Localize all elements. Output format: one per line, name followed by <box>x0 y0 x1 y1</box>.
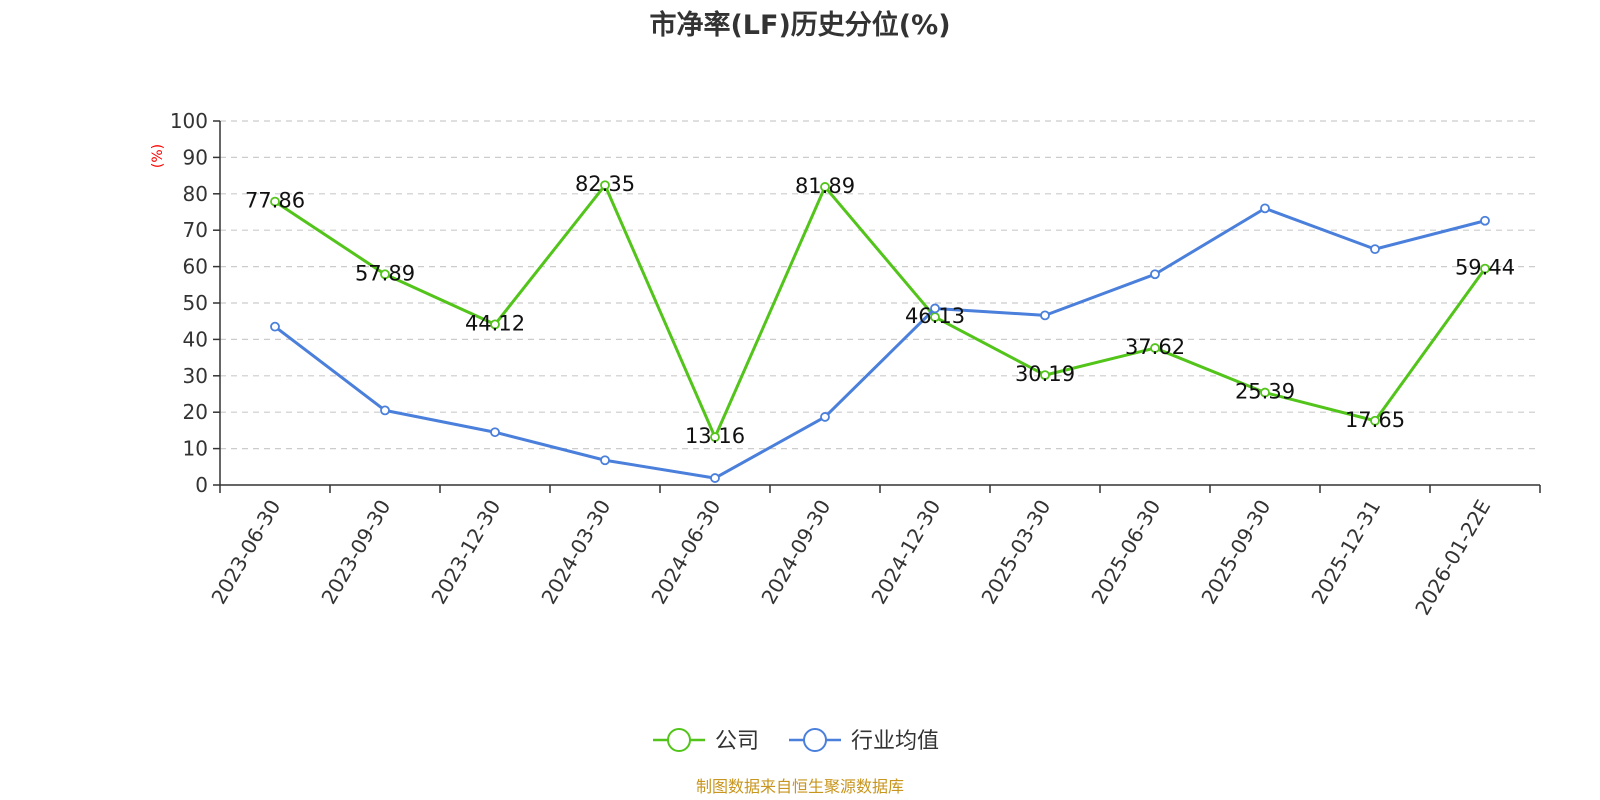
data-point <box>270 321 280 332</box>
legend-item-1[interactable]: 公司 <box>653 728 759 754</box>
source-note: 制图数据来自恒生聚源数据库 <box>696 777 904 796</box>
data-point <box>490 427 500 438</box>
data-label: 25.39 <box>1235 380 1295 404</box>
x-tick-label: 2025-12-31 <box>1306 496 1385 609</box>
y-tick-label: 50 <box>183 291 208 315</box>
x-tick-label: 2025-06-30 <box>1086 496 1165 609</box>
data-point <box>820 182 830 192</box>
data-label: 37.62 <box>1125 335 1185 359</box>
data-point <box>1370 415 1380 426</box>
y-axis-label: (%) <box>150 144 166 168</box>
x-tick-label: 2024-06-30 <box>646 496 725 609</box>
data-point <box>600 455 610 466</box>
data-label: 46.13 <box>905 304 965 328</box>
x-tick-label: 2025-09-30 <box>1196 496 1275 609</box>
data-label: 13.16 <box>685 424 745 448</box>
x-tick-label: 2026-01-22E <box>1410 496 1495 620</box>
data-point <box>380 405 390 416</box>
data-point <box>380 269 390 280</box>
chart-title: 市净率(LF)历史分位(%) <box>649 9 950 41</box>
y-tick-label: 20 <box>183 400 208 424</box>
x-tick-label: 2023-06-30 <box>206 496 285 609</box>
data-point <box>930 303 940 314</box>
legend-label: 公司 <box>715 729 759 754</box>
x-tick-label: 2025-03-30 <box>976 496 1055 609</box>
y-tick-label: 60 <box>183 255 208 279</box>
data-point <box>270 196 280 207</box>
data-point <box>1370 244 1380 255</box>
grid-lines <box>220 120 1540 450</box>
data-point <box>600 180 610 191</box>
x-tick-label: 2024-09-30 <box>756 496 835 609</box>
data-label: 59.44 <box>1455 256 1515 280</box>
data-label: 17.65 <box>1345 408 1405 432</box>
data-label: 30.19 <box>1015 362 1075 386</box>
y-tick-label: 80 <box>183 182 208 206</box>
data-point <box>710 473 720 483</box>
data-point <box>1480 263 1490 274</box>
legend-item-2[interactable]: 行业均值 <box>789 728 939 754</box>
series-line-2 <box>274 206 1486 480</box>
y-tick-label: 70 <box>183 218 208 242</box>
data-point <box>820 412 830 422</box>
data-label: 44.12 <box>465 311 525 335</box>
legend-marker-icon <box>667 728 691 752</box>
data-labels: 77.86 57.89 44.12 82.35 13.16 81.89 46.13 30.19… <box>245 172 1515 448</box>
data-point <box>1260 387 1270 398</box>
data-point <box>1150 343 1160 353</box>
y-tick-label: 0 <box>195 473 208 497</box>
y-tick-label: 100 <box>170 109 208 133</box>
data-point <box>1040 370 1050 381</box>
legend-marker-icon <box>803 728 827 752</box>
series-lines <box>270 180 1490 483</box>
legend-label: 行业均值 <box>851 729 939 754</box>
y-tick-label: 40 <box>183 327 208 351</box>
y-tick-label: 30 <box>183 364 208 388</box>
legend[interactable]: 公司 行业均值 <box>653 728 939 754</box>
data-label: 82.35 <box>575 172 635 196</box>
data-label: 77.86 <box>245 189 305 213</box>
data-point <box>490 319 500 330</box>
y-tick-label: 90 <box>183 145 208 169</box>
data-label: 57.89 <box>355 261 415 285</box>
data-point <box>1260 203 1270 214</box>
data-point <box>710 432 720 442</box>
x-tick-label: 2023-09-30 <box>316 496 395 609</box>
data-label: 81.89 <box>795 174 855 198</box>
x-tick-label: 2024-12-30 <box>866 496 945 609</box>
data-point <box>1150 269 1160 280</box>
series-line-1 <box>274 183 1487 439</box>
y-tick-label: 10 <box>183 437 208 461</box>
x-tick-label: 2024-03-30 <box>536 496 615 609</box>
x-tick-label: 2023-12-30 <box>426 496 505 609</box>
data-point <box>1040 310 1050 321</box>
data-point <box>1480 215 1490 226</box>
